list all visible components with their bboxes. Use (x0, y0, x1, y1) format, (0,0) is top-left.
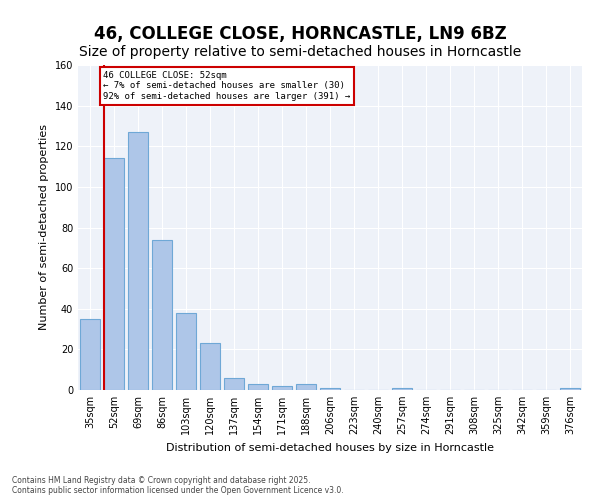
Bar (104, 158, 124, 390)
Text: 46, COLLEGE CLOSE, HORNCASTLE, LN9 6BZ: 46, COLLEGE CLOSE, HORNCASTLE, LN9 6BZ (94, 25, 506, 43)
Y-axis label: Number of semi-detached properties: Number of semi-detached properties (39, 124, 49, 330)
Bar (152, 240, 172, 390)
Text: 46 COLLEGE CLOSE: 52sqm
← 7% of semi-detached houses are smaller (30)
92% of sem: 46 COLLEGE CLOSE: 52sqm ← 7% of semi-det… (103, 71, 350, 101)
Bar (248, 384, 268, 390)
Text: Contains HM Land Registry data © Crown copyright and database right 2025.
Contai: Contains HM Land Registry data © Crown c… (12, 476, 344, 495)
Bar (80, 319, 100, 390)
Bar (200, 344, 220, 390)
X-axis label: Distribution of semi-detached houses by size in Horncastle: Distribution of semi-detached houses by … (166, 442, 494, 452)
Bar (176, 313, 196, 390)
Bar (128, 132, 148, 390)
Bar (224, 378, 244, 390)
Bar (560, 388, 580, 390)
Bar (392, 388, 412, 390)
Bar (320, 388, 340, 390)
Bar (296, 384, 316, 390)
Bar (272, 386, 292, 390)
Text: Size of property relative to semi-detached houses in Horncastle: Size of property relative to semi-detach… (79, 45, 521, 59)
